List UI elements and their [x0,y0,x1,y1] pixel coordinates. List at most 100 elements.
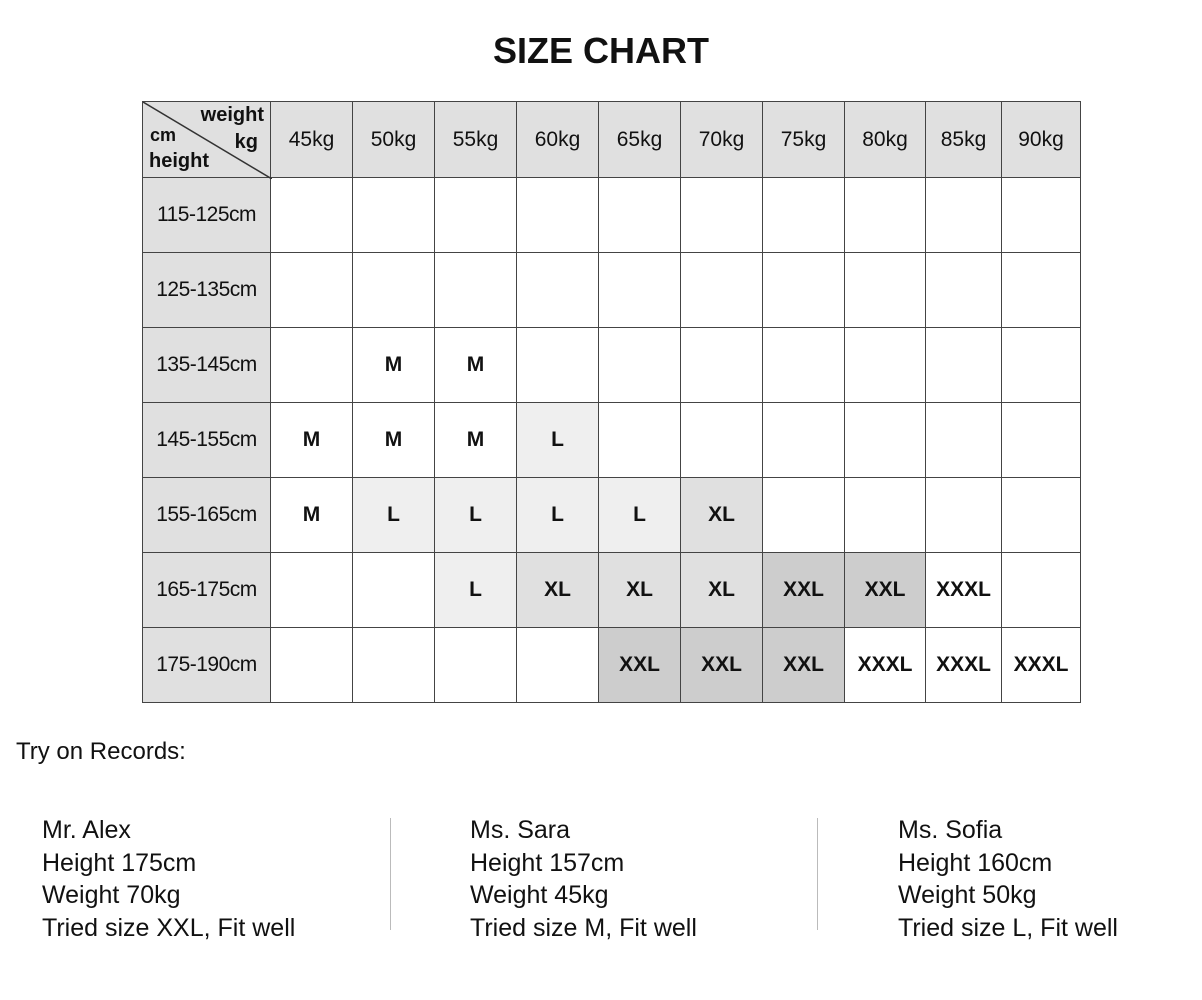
size-cell: XL [680,477,763,553]
cm-label: cm [150,125,177,145]
weight-header: 75kg [762,101,845,178]
size-cell [844,177,926,253]
size-cell [516,327,599,403]
size-cell [1001,252,1081,328]
record-weight: Weight 70kg [42,881,181,909]
record-result: Tried size XXL, Fit well [42,913,296,942]
size-cell [434,252,517,328]
size-cell [516,627,599,703]
size-cell [516,252,599,328]
size-cell [925,327,1002,403]
size-cell: L [434,477,517,553]
size-cell [680,177,763,253]
size-cell [925,477,1002,553]
size-cell [762,402,845,478]
size-cell [270,627,353,703]
size-cell: XXXL [1001,627,1081,703]
size-cell: M [434,327,517,403]
size-cell: M [434,402,517,478]
size-cell: XXL [680,627,763,703]
record-2: Ms. Sofia Height 160cm Weight 50kg Tried… [898,814,1118,944]
size-cell: L [434,552,517,628]
table-row: 145-155cm M M M L [142,402,1081,478]
weight-header: 60kg [516,101,599,178]
size-cell [680,327,763,403]
size-chart-table: weight kg cm height 45kg 50kg 55kg 60kg 65kg… [142,101,1081,703]
diagonal-divider [143,102,272,179]
size-cell [270,177,353,253]
record-weight: Weight 45kg [470,881,609,909]
size-cell: XXL [844,552,926,628]
record-weight: Weight 50kg [898,881,1037,909]
size-cell [844,252,926,328]
size-cell [270,252,353,328]
corner-header: weight kg cm height [142,101,272,179]
size-cell: L [516,477,599,553]
size-cell: XL [680,552,763,628]
size-cell: M [270,402,353,478]
weight-header: 65kg [598,101,681,178]
record-height: Height 175cm [42,848,197,877]
size-cell [1001,477,1081,553]
size-cell: L [352,477,435,553]
size-cell [352,252,435,328]
size-cell: XXL [762,552,845,628]
size-cell [598,177,681,253]
size-cell [516,177,599,253]
size-cell [598,327,681,403]
size-cell: L [516,402,599,478]
records-label: Try on Records: [16,738,186,765]
record-result: Tried size L, Fit well [898,913,1118,942]
size-cell [680,252,763,328]
height-header: 115-125cm [142,177,271,253]
size-cell: XL [516,552,599,628]
weight-header: 90kg [1001,101,1081,178]
size-cell [352,552,435,628]
size-cell [844,477,926,553]
table-row: 115-125cm [142,177,1081,253]
header-row: weight kg cm height 45kg 50kg 55kg 60kg 65kg… [142,101,1081,179]
size-cell [762,252,845,328]
size-cell [270,552,353,628]
size-cell: M [352,327,435,403]
size-cell: L [598,477,681,553]
table-row: 135-145cm M M [142,327,1081,403]
table-row: 165-175cm L XL XL XL XXL XXL XXXL [142,552,1081,628]
table-row: 175-190cm XXL XXL XXL XXXL XXXL XXXL [142,627,1081,703]
weight-header: 45kg [270,101,353,178]
height-header: 175-190cm [142,627,271,703]
size-cell [680,402,763,478]
height-header: 155-165cm [142,477,271,553]
size-cell [352,627,435,703]
height-header: 125-135cm [142,252,271,328]
size-cell [434,177,517,253]
weight-header: 55kg [434,101,517,178]
size-cell: XXL [598,627,681,703]
weight-label: weight [200,104,264,126]
size-cell: XXXL [925,627,1002,703]
size-cell [1001,177,1081,253]
record-height: Height 157cm [470,848,625,877]
table-row: 125-135cm [142,252,1081,328]
height-header: 135-145cm [142,327,271,403]
size-cell [844,327,926,403]
record-result: Tried size M, Fit well [470,913,697,942]
size-cell: XXXL [925,552,1002,628]
kg-label: kg [234,131,258,153]
size-cell: XXXL [844,627,926,703]
size-cell [925,177,1002,253]
table-row: 155-165cm M L L L L XL [142,477,1081,553]
record-name: Mr. Alex [42,816,131,844]
size-cell [762,177,845,253]
record-name: Ms. Sara [470,816,571,844]
height-header: 145-155cm [142,402,271,478]
weight-header: 70kg [680,101,763,178]
size-cell [598,252,681,328]
record-0: Mr. Alex Height 175cm Weight 70kg Tried … [42,814,295,944]
divider [817,818,818,930]
weight-header: 85kg [925,101,1002,178]
size-cell [1001,552,1081,628]
size-cell: M [270,477,353,553]
size-cell [352,177,435,253]
size-cell [925,252,1002,328]
